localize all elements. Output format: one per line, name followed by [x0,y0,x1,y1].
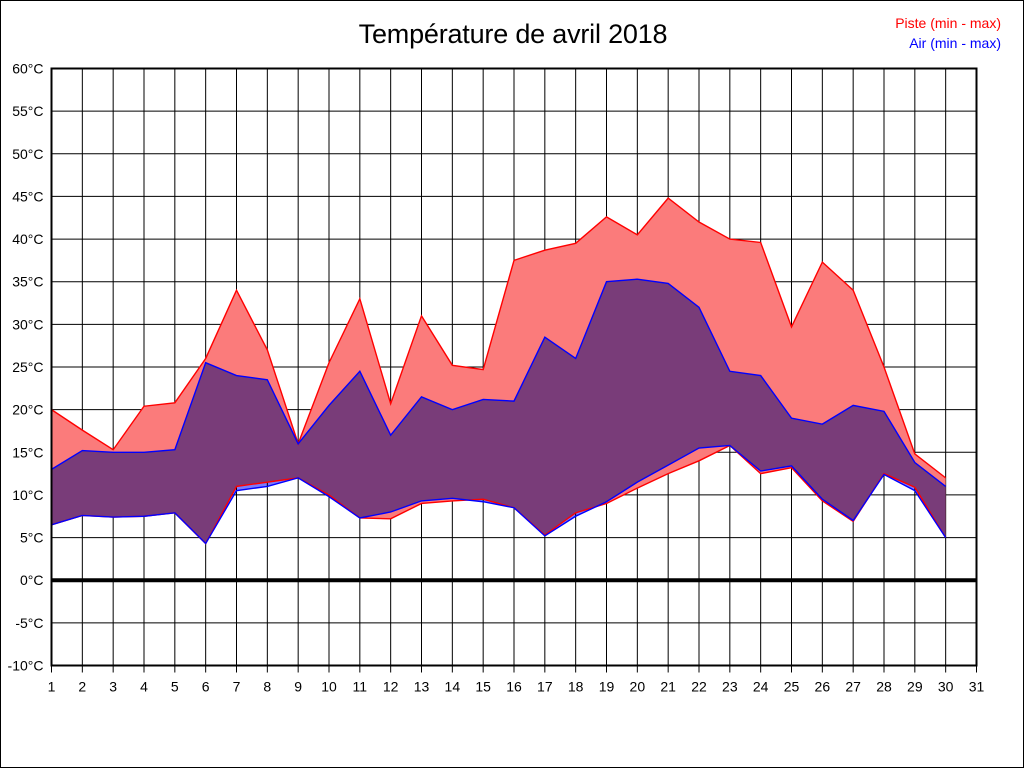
air-band [51,279,946,544]
x-axis-tick-label: 14 [445,679,461,695]
y-axis-tick-label: -10°C [8,658,44,674]
x-axis-tick-label: 9 [294,679,302,695]
x-axis-tick-label: 30 [938,679,954,695]
x-axis-tick-label: 6 [202,679,210,695]
x-axis-tick-label: 15 [475,679,491,695]
x-axis-tick-label: 7 [233,679,241,695]
data-areas [51,197,947,545]
y-axis-tick-label: 55°C [12,103,43,119]
y-axis-tick-label: 40°C [12,231,43,247]
x-axis-tick-label: 31 [969,679,985,695]
y-axis-tick-label: 20°C [12,402,43,418]
y-axis-tick-label: 15°C [12,444,43,460]
y-axis-tick-label: 60°C [12,61,43,77]
x-axis-tick-label: 3 [109,679,117,695]
x-axis-tick-label: 26 [815,679,831,695]
x-axis-tick-label: 20 [630,679,646,695]
y-axis-tick-label: 5°C [20,530,44,546]
x-axis-tick-label: 10 [321,679,337,695]
x-axis-tick-label: 2 [78,679,86,695]
x-axis-tick-label: 1 [48,679,56,695]
y-axis-tick-label: 10°C [12,487,43,503]
x-axis-tick-label: 16 [506,679,522,695]
x-axis-tick-label: 21 [660,679,676,695]
x-axis-tick-label: 23 [722,679,738,695]
y-axis-tick-label: -5°C [15,615,43,631]
x-axis-tick-label: 12 [383,679,399,695]
legend-item-air: Air (min - max) [909,35,1001,51]
page-title: Température de avril 2018 [358,19,668,49]
x-axis-tick-label: 27 [845,679,861,695]
y-axis-tick-label: 35°C [12,274,43,290]
x-axis-tick-label: 29 [907,679,923,695]
x-axis-tick-label: 13 [414,679,430,695]
air-max-line [51,278,947,487]
legend-item-piste: Piste (min - max) [895,15,1001,31]
x-axis-tick-label: 18 [568,679,584,695]
x-axis-tick-label: 11 [353,679,368,695]
x-axis-tick-label: 22 [691,679,707,695]
y-axis-tick-label: 50°C [12,146,43,162]
y-axis-labels: 60°C 55°C 50°C 45°C 40°C 35°C 30°C 25°C 20°C 15°C… [8,61,44,674]
x-axis-labels: 1 2 3 4 5 6 7 8 9 10 11 12 13 14 15 16 17 18 19 20 21 22 23 24 2… [48,665,985,695]
x-axis-tick-label: 17 [537,679,553,695]
y-axis-tick-label: 30°C [12,316,43,332]
x-axis-tick-label: 24 [753,679,769,695]
piste-max-line [51,197,947,479]
y-axis-tick-label: 45°C [12,188,43,204]
y-axis-tick-label: 0°C [20,572,44,588]
x-axis-tick-label: 19 [599,679,615,695]
air-min-line [51,444,947,545]
x-axis-tick-label: 28 [876,679,892,695]
x-axis-tick-label: 4 [140,679,148,695]
x-axis-tick-label: 25 [784,679,800,695]
x-axis-tick-label: 8 [263,679,271,695]
x-axis-tick-label: 5 [171,679,179,695]
chart-legend: Piste (min - max) Air (min - max) [895,13,1001,53]
y-axis-tick-label: 25°C [12,359,43,375]
